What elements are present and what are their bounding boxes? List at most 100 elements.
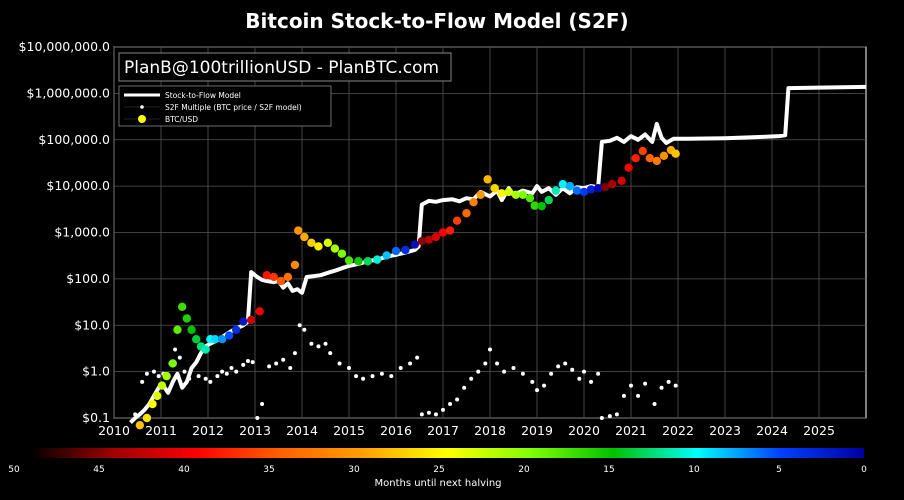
btc-price-point bbox=[330, 244, 340, 253]
s2f-multiple-point bbox=[448, 402, 453, 407]
btc-price-point bbox=[518, 190, 528, 200]
x-tick-label: 2021 bbox=[615, 423, 647, 438]
y-tick-label: $1,000,000.0 bbox=[27, 85, 111, 100]
s2f-multiple-point bbox=[281, 357, 286, 362]
colorbar-tick-label: 50 bbox=[8, 465, 20, 475]
s2f-multiple-point bbox=[182, 369, 187, 374]
legend: Stock-to-Flow Model S2F Multiple (BTC pri… bbox=[118, 85, 332, 127]
btc-price-point bbox=[401, 245, 410, 255]
annotation-text: PlanB@100trillionUSD - PlanBTC.com bbox=[124, 58, 439, 78]
x-tick-label: 2025 bbox=[803, 423, 835, 438]
btc-price-point bbox=[142, 413, 152, 423]
s2f-multiple-point bbox=[156, 374, 161, 379]
s2f-multiple-point bbox=[196, 374, 201, 379]
btc-price-point bbox=[572, 186, 582, 195]
btc-price-point bbox=[593, 184, 603, 193]
s2f-model-series bbox=[129, 84, 867, 424]
btc-price-point bbox=[217, 335, 227, 344]
s2f-multiple-point bbox=[599, 416, 604, 420]
s2f-multiple-point bbox=[297, 323, 302, 328]
btc-price-point bbox=[600, 182, 610, 192]
btc-price-point bbox=[232, 325, 241, 334]
s2f-multiple-point bbox=[614, 412, 619, 417]
s2f-multiple-point bbox=[288, 365, 293, 370]
s2f-multiple-point bbox=[173, 347, 178, 352]
colorbar-tick-label: 25 bbox=[433, 465, 444, 475]
btc-price-point bbox=[168, 359, 177, 368]
btc-price-point bbox=[162, 371, 171, 381]
y-tick-label: $10,000,000.0 bbox=[19, 39, 110, 54]
btc-price-point bbox=[135, 420, 145, 430]
s2f-multiple-point bbox=[659, 385, 664, 390]
legend-label: S2F Multiple (BTC price / S2F model) bbox=[165, 103, 302, 112]
btc-price-point bbox=[530, 201, 539, 210]
btc-price-point bbox=[148, 399, 157, 409]
btc-price-point bbox=[290, 260, 300, 270]
btc-price-point bbox=[558, 180, 568, 189]
btc-price-point bbox=[424, 235, 434, 244]
colorbar-tick-label: 5 bbox=[776, 465, 782, 475]
legend-label: Stock-to-Flow Model bbox=[165, 91, 241, 100]
s2f-multiple-point bbox=[361, 376, 366, 381]
btc-price-point bbox=[210, 335, 220, 344]
s2f-multiple-point bbox=[203, 376, 208, 381]
s2f-model-line bbox=[129, 84, 867, 424]
x-tick-label: 2011 bbox=[145, 423, 177, 438]
s2f-multiple-point bbox=[415, 355, 420, 360]
s2f-multiple-point bbox=[607, 414, 612, 419]
s2f-multiple-point bbox=[250, 360, 255, 365]
btc-price-point bbox=[452, 216, 462, 225]
colorbar-tick-label: 10 bbox=[688, 465, 700, 475]
s2f-multiple-point bbox=[582, 369, 586, 374]
x-tick-label: 2013 bbox=[239, 423, 271, 438]
s2f-multiple-point bbox=[323, 341, 328, 346]
s2f-multiple-point bbox=[419, 412, 424, 417]
colorbar-tick-label: 0 bbox=[861, 465, 867, 475]
btc-price-point bbox=[283, 272, 293, 282]
s2f-multiple-point bbox=[245, 358, 250, 363]
s2f-multiple-point bbox=[643, 381, 648, 386]
btc-price-point bbox=[187, 325, 196, 334]
btc-price-point bbox=[410, 240, 419, 249]
s2f-multiple-point bbox=[469, 376, 474, 381]
btc-price-point bbox=[551, 186, 560, 195]
btc-price-point bbox=[201, 345, 210, 354]
s2f-multiple-point bbox=[267, 364, 272, 369]
x-tick-label: 2012 bbox=[192, 423, 224, 438]
s2f-multiple-point bbox=[292, 351, 297, 356]
x-tick-label: 2018 bbox=[474, 423, 506, 438]
legend-swatch-dot bbox=[138, 115, 146, 123]
colorbar-tick-label: 30 bbox=[348, 465, 360, 475]
s2f-multiple-point bbox=[347, 365, 351, 370]
btc-price-point bbox=[469, 198, 478, 207]
btc-price-point bbox=[565, 181, 575, 191]
s2f-multiple-point bbox=[530, 379, 535, 384]
s2f-multiple-point bbox=[255, 416, 260, 420]
y-tick-label: $1,000.0 bbox=[54, 225, 110, 240]
s2f-multiple-point bbox=[495, 361, 500, 366]
s2f-multiple-point bbox=[629, 383, 633, 388]
btc-price-point bbox=[671, 149, 680, 158]
s2f-multiple-point bbox=[621, 393, 626, 398]
x-tick-label: 2010 bbox=[98, 423, 130, 438]
s2f-multiple-point bbox=[224, 371, 229, 376]
s2f-multiple-point bbox=[488, 347, 492, 352]
x-tick-label: 2024 bbox=[756, 423, 788, 438]
s2f-multiple-point bbox=[274, 361, 279, 366]
btc-price-point bbox=[462, 209, 471, 218]
x-tick-label: 2017 bbox=[427, 423, 459, 438]
s2f-multiple-point bbox=[215, 374, 220, 379]
chart-title: Bitcoin Stock-to-Flow Model (S2F) bbox=[245, 9, 628, 33]
s2f-multiple-point bbox=[441, 407, 445, 412]
btc-price-point bbox=[239, 317, 248, 326]
s2f-multiple-point bbox=[502, 369, 507, 374]
s2f-multiple-point bbox=[260, 402, 265, 407]
colorbar-gradient bbox=[30, 448, 864, 458]
btc-price-point bbox=[483, 175, 492, 184]
colorbar-tick-label: 15 bbox=[603, 465, 614, 475]
colorbar-label: Months until next halving bbox=[374, 478, 501, 489]
btc-price-point bbox=[153, 391, 162, 401]
legend-swatch-dot bbox=[140, 105, 144, 109]
btc-price-point bbox=[544, 195, 553, 205]
x-axis-ticks: 2010 2011 2012 2013 2014 2015 2016 2017 2018 2019… bbox=[98, 423, 835, 438]
